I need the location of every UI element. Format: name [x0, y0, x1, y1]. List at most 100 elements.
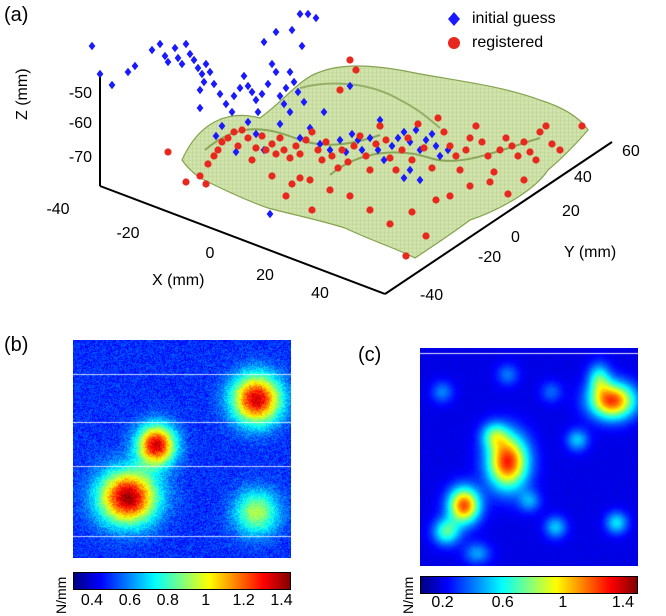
initial-guess-point	[436, 151, 444, 161]
initial-guess-point	[298, 41, 306, 51]
heatmap-b	[73, 340, 291, 558]
colorbar-b-frame	[73, 572, 291, 590]
registered-point	[344, 158, 352, 166]
initial-guess-point	[366, 133, 374, 143]
diamond-marker-icon	[448, 12, 460, 26]
colorbar-tick-label: 0.8	[156, 592, 179, 609]
z-tick-label: -70	[69, 149, 92, 166]
registered-point	[296, 174, 304, 182]
initial-guess-point	[190, 55, 198, 65]
registered-point	[362, 152, 370, 160]
initial-guess-point	[248, 87, 256, 97]
y-tick-label: -40	[420, 287, 443, 304]
initial-guess-point	[422, 135, 430, 145]
registered-point	[382, 136, 390, 144]
registered-point	[366, 206, 374, 214]
registered-point	[306, 176, 314, 184]
initial-guess-point	[258, 89, 266, 99]
registered-point	[276, 134, 284, 142]
registered-point	[532, 156, 540, 164]
registered-point	[520, 138, 528, 146]
registered-point	[432, 196, 440, 204]
registered-point	[302, 136, 310, 144]
initial-guess-point	[96, 69, 104, 79]
registered-point	[262, 146, 270, 154]
registered-point	[496, 146, 504, 154]
panel-c-label: (c)	[358, 344, 382, 366]
registered-point	[484, 152, 492, 160]
initial-guess-point	[88, 41, 96, 51]
colorbar-c-frame	[420, 576, 638, 594]
y-axis-label: Y (mm)	[564, 244, 617, 261]
x-tick-label: -40	[46, 201, 69, 218]
registered-point	[472, 122, 480, 130]
initial-guess-point	[228, 107, 236, 117]
initial-guess-point	[416, 145, 424, 155]
initial-guess-point	[306, 123, 314, 133]
registered-point	[556, 146, 564, 154]
registered-point	[282, 192, 290, 200]
x-axis-line	[99, 185, 386, 295]
initial-guess-point	[276, 119, 284, 129]
registered-point	[272, 150, 280, 158]
initial-guess-point	[272, 27, 280, 37]
registered-point	[386, 220, 394, 228]
initial-guess-point	[216, 89, 224, 99]
initial-guess-point	[374, 145, 382, 155]
registered-point	[182, 178, 190, 186]
registered-point	[224, 134, 232, 142]
initial-guess-point	[230, 91, 238, 101]
initial-guess-point	[282, 83, 290, 93]
colorbar-tick-label: 1.2	[232, 592, 255, 609]
initial-guess-point	[428, 129, 436, 139]
registered-point	[286, 154, 294, 162]
initial-guess-point	[252, 129, 260, 139]
registered-point	[404, 134, 412, 142]
registered-point	[478, 138, 486, 146]
initial-guess-point	[194, 63, 202, 73]
registered-point	[526, 148, 534, 156]
x-tick-label: -20	[116, 225, 139, 242]
initial-guess-point	[131, 61, 139, 71]
initial-guess-point	[186, 49, 194, 59]
registered-point	[422, 232, 430, 240]
initial-guess-point	[394, 133, 402, 143]
scatter-3d-plot: -40 -20 0 20 40 -40 -20 0 20 40 60 -50 -60 -70	[46, 9, 640, 304]
initial-guess-point	[164, 57, 172, 67]
registered-point	[386, 154, 394, 162]
initial-guess-point	[280, 99, 288, 109]
y-tick-label: 40	[574, 169, 592, 186]
registered-point	[408, 156, 416, 164]
initial-guess-point	[276, 91, 284, 101]
initial-guess-point	[336, 135, 344, 145]
registered-point	[548, 140, 556, 148]
initial-guess-point	[266, 209, 274, 219]
registered-point	[486, 178, 494, 186]
registered-point	[504, 190, 512, 198]
legend: initial guess registered	[446, 8, 646, 56]
circle-marker-icon	[448, 37, 460, 49]
initial-guess-point	[171, 43, 179, 53]
x-tick-label: 40	[311, 285, 329, 302]
registered-point	[268, 140, 276, 148]
registered-point	[446, 192, 454, 200]
legend-label: initial guess	[472, 10, 556, 27]
initial-guess-point	[252, 95, 260, 105]
colorbar-tick-label: 1	[558, 594, 568, 611]
registered-point	[248, 156, 256, 164]
initial-guess-point	[210, 79, 218, 89]
registered-point	[434, 114, 442, 122]
registered-point	[314, 146, 322, 154]
colorbar-tick-label: 0.6	[491, 594, 514, 611]
colorbar-b	[73, 572, 291, 590]
initial-guess-point	[206, 67, 214, 77]
initial-guess-point	[388, 141, 396, 151]
initial-guess-point	[346, 81, 354, 91]
registered-point	[202, 180, 210, 188]
registered-point	[446, 142, 454, 150]
panel-b-label: (b)	[4, 334, 29, 356]
initial-guess-point	[200, 77, 208, 87]
colorbar-tick-label: 1.4	[270, 592, 293, 609]
initial-guess-point	[312, 13, 320, 23]
registered-point	[308, 206, 316, 214]
